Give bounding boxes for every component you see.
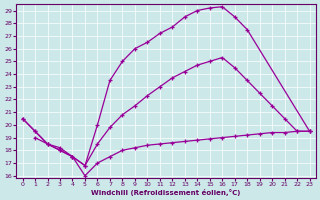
X-axis label: Windchill (Refroidissement éolien,°C): Windchill (Refroidissement éolien,°C) [92, 189, 241, 196]
